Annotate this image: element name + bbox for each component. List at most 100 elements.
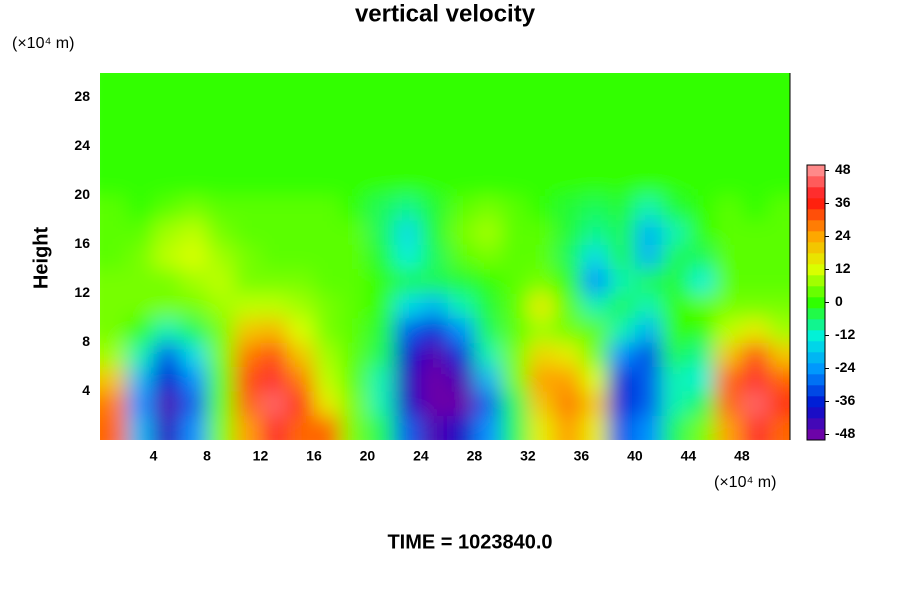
cell [367,195,395,221]
cell [100,293,128,319]
cell [661,366,689,392]
cell [501,219,529,245]
cell [715,366,743,392]
cell [501,244,529,270]
cell [340,268,368,294]
cell [394,391,422,417]
cell [608,195,636,221]
cell [420,391,449,417]
cell [100,244,128,270]
cell [474,415,502,440]
cell [287,317,315,343]
cell [688,342,716,368]
cell [180,244,208,270]
colorbar-tick-label: -24 [835,359,855,375]
cell [474,219,502,245]
cell [153,73,181,196]
cell [634,391,663,417]
y-tick-label: 12 [74,284,90,300]
cell [634,268,663,294]
cell [501,73,529,196]
colorbar-band [807,363,825,375]
cell [715,244,743,270]
colorbar-band [807,275,825,287]
cell [661,195,689,221]
cell [527,219,556,245]
cell [768,268,790,294]
colorbar-band [807,165,825,177]
cell [340,391,368,417]
cell [474,268,502,294]
cell [233,293,261,319]
cell [581,317,609,343]
colorbar-tick-label: 48 [835,161,851,177]
cell [287,293,315,319]
cell [287,342,315,368]
cell [501,268,529,294]
cell [313,366,342,392]
cell [581,391,609,417]
cell [394,366,422,392]
cell [527,366,556,392]
cell [367,219,395,245]
colorbar-tick-label: -36 [835,392,855,408]
cell [367,293,395,319]
x-tick-label: 32 [520,448,536,464]
cell [180,415,208,440]
cell [206,342,235,368]
cell [688,268,716,294]
cell [233,366,261,392]
cell [126,415,154,440]
cell [233,268,261,294]
cell [420,268,449,294]
cell [260,391,288,417]
cell [474,293,502,319]
cell [313,415,342,440]
cell [100,195,128,221]
cell [153,293,181,319]
cell [153,195,181,221]
cell [768,219,790,245]
cell [394,342,422,368]
cell [100,415,128,440]
cell [661,342,689,368]
cell [608,342,636,368]
cell [581,366,609,392]
cell [313,317,342,343]
cell [100,73,128,196]
colorbar-band [807,407,825,419]
cell [180,293,208,319]
cell [420,195,449,221]
x-tick-label: 36 [574,448,590,464]
cell [313,391,342,417]
cell [501,317,529,343]
cell [180,268,208,294]
cell [554,391,582,417]
cell [313,342,342,368]
cell [634,293,663,319]
cell [634,195,663,221]
cell [287,219,315,245]
cell [661,415,689,440]
cell [688,244,716,270]
cell [260,244,288,270]
cell [634,366,663,392]
cell [688,391,716,417]
cell [367,317,395,343]
cell [206,244,235,270]
colorbar-tick-label: 36 [835,194,851,210]
cell [126,342,154,368]
cell [634,317,663,343]
cell [313,219,342,245]
cell [447,268,475,294]
cell [554,293,582,319]
cell [420,219,449,245]
cell [206,73,235,196]
cell [554,73,582,196]
cell [260,195,288,221]
cell [608,268,636,294]
y-tick-label: 16 [74,235,90,251]
cell [287,268,315,294]
cell [394,293,422,319]
cell [153,244,181,270]
